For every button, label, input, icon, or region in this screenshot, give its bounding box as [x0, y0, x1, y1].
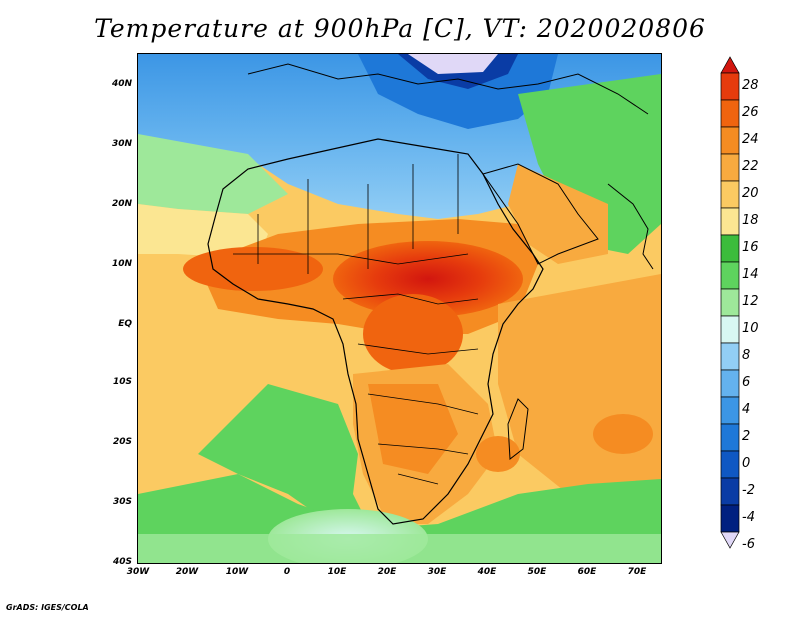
axis-label-20s: 20S: [112, 437, 132, 447]
axis-label-0: 0: [283, 567, 291, 577]
axis-label-20n: 20N: [111, 199, 132, 209]
colorbar-label-26: 26: [742, 105, 759, 120]
arabia-outline: [482, 163, 599, 265]
colorbar-segment: [720, 234, 740, 263]
far-south-cool: [138, 534, 661, 563]
colorbar-segment: [720, 180, 740, 209]
axis-label-40n: 40N: [111, 79, 132, 89]
atlantic-subtropics: [138, 204, 268, 259]
south-atlantic-cool: [198, 384, 368, 529]
axis-label-60e: 60E: [577, 567, 597, 577]
colorbar-label-28: 28: [742, 78, 759, 93]
axis-label-30e: 30E: [427, 567, 447, 577]
colorbar-segment: [720, 288, 740, 317]
middle-east-green: [518, 74, 661, 254]
colorbar-segment: [720, 99, 740, 128]
colorbar-segment: [720, 342, 740, 371]
axis-label-10e: 10E: [327, 567, 347, 577]
colorbar-label-16: 16: [742, 240, 759, 255]
colorbar-label-0: 0: [742, 456, 751, 471]
axis-label-10n: 10N: [111, 259, 132, 269]
axis-label-30n: 30N: [111, 139, 132, 149]
colorbar-label-12: 12: [742, 294, 759, 309]
axis-label-30w: 30W: [126, 567, 150, 577]
colorbar-label-8: 8: [742, 348, 751, 363]
africa-coastline: [207, 138, 544, 525]
colorbar-label-4: 4: [742, 402, 751, 417]
colorbar-segment: [720, 369, 740, 398]
europe-coldest-region: [408, 54, 498, 74]
colorbar-segment: [720, 396, 740, 425]
axis-label-20w: 20W: [175, 567, 199, 577]
colorbar-min-arrow: [720, 531, 740, 549]
colorbar-label-neg2: -2: [742, 483, 755, 498]
colorbar-label-20: 20: [742, 186, 759, 201]
axis-label-40e: 40E: [477, 567, 497, 577]
colorbar-label-neg6: -6: [742, 537, 755, 552]
map-panel: [137, 53, 662, 564]
colorbar-segment: [720, 477, 740, 506]
central-africa-hot: [333, 241, 523, 317]
grads-credit: GrADS: IGES/COLA: [6, 603, 89, 612]
indian-ocean-hotspot: [593, 414, 653, 454]
colorbar-segment: [720, 153, 740, 182]
colorbar-segment: [720, 423, 740, 452]
west-africa-hot: [183, 247, 323, 291]
colorbar-segment: [720, 72, 740, 101]
map-title: Temperature at 900hPa [C], VT: 202002080…: [94, 14, 706, 43]
axis-label-10s: 10S: [112, 377, 132, 387]
temperature-map: [138, 54, 661, 563]
southern-africa-hot: [368, 384, 458, 474]
madagascar-hotspot: [476, 436, 520, 472]
colorbar: [720, 56, 740, 549]
madagascar-outline: [507, 398, 529, 460]
colorbar-label-18: 18: [742, 213, 759, 228]
arabia-warm: [508, 164, 608, 264]
colorbar-label-24: 24: [742, 132, 759, 147]
europe-outline: [247, 63, 649, 115]
colorbar-label-22: 22: [742, 159, 759, 174]
axis-label-70e: 70E: [627, 567, 647, 577]
atlantic-north-cool: [138, 134, 288, 214]
colorbar-segment: [720, 450, 740, 479]
axis-label-eq: EQ: [118, 319, 132, 329]
colorbar-segment: [720, 207, 740, 236]
axis-label-10w: 10W: [225, 567, 249, 577]
colorbar-segment: [720, 504, 740, 533]
colorbar-label-neg4: -4: [742, 510, 755, 525]
colorbar-segment: [720, 261, 740, 290]
india-outline: [607, 183, 654, 270]
axis-label-40s: 40S: [112, 557, 132, 567]
colorbar-label-2: 2: [742, 429, 751, 444]
colorbar-label-14: 14: [742, 267, 759, 282]
colorbar-segment: [720, 315, 740, 344]
colorbar-max-arrow: [720, 56, 740, 74]
colorbar-label-6: 6: [742, 375, 751, 390]
congo-hot: [363, 294, 463, 374]
axis-label-20e: 20E: [377, 567, 397, 577]
country-borders: [233, 154, 479, 485]
colorbar-segment: [720, 126, 740, 155]
axis-label-50e: 50E: [527, 567, 547, 577]
colorbar-label-10: 10: [742, 321, 759, 336]
axis-label-30s: 30S: [112, 497, 132, 507]
